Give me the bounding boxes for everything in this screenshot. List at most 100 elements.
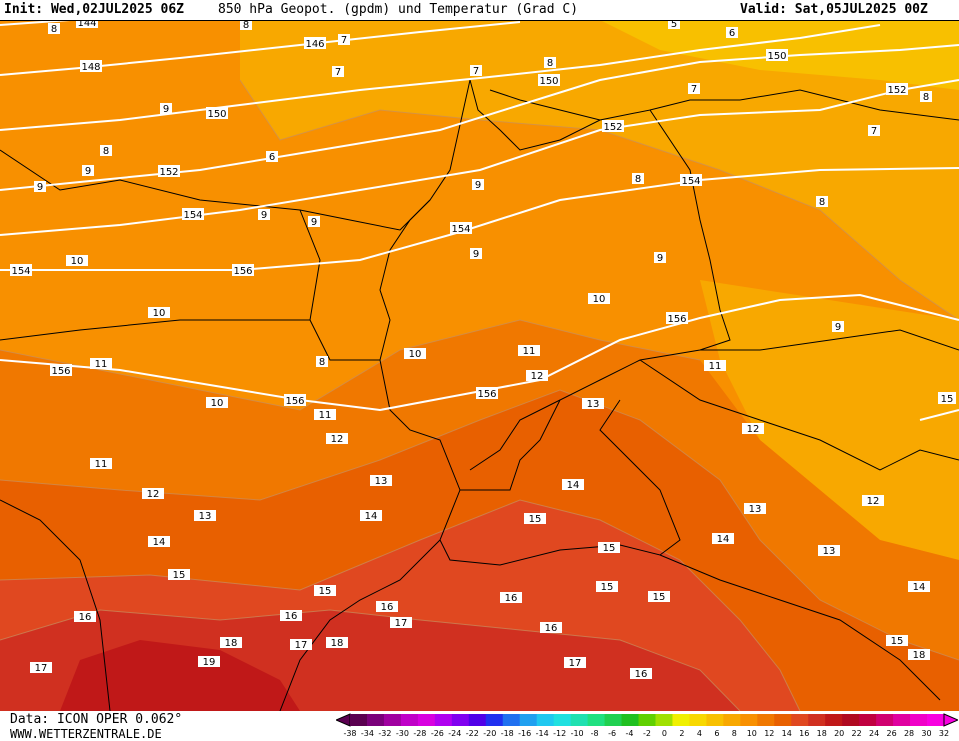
scale-swatch	[468, 714, 487, 726]
scale-swatch	[859, 714, 877, 726]
temp-label-text: 7	[335, 67, 341, 78]
temp-label: 12	[742, 423, 764, 435]
scale-swatch	[893, 714, 911, 726]
scale-tick-label: 4	[697, 729, 702, 738]
scale-swatch	[536, 714, 555, 726]
temp-label: 15	[524, 513, 546, 525]
temp-label: 11	[704, 360, 726, 372]
temp-label-text: 9	[85, 166, 91, 177]
geopot-label-text: 15	[941, 394, 954, 405]
scale-tick-label: -14	[536, 729, 549, 738]
temp-label-text: 19	[203, 657, 216, 668]
scale-swatch	[638, 714, 656, 726]
scale-swatch	[842, 714, 860, 726]
scale-swatch	[910, 714, 928, 726]
temp-label-text: 8	[923, 92, 929, 103]
temp-label-text: 9	[657, 253, 663, 264]
geopot-label-text: 148	[81, 62, 100, 73]
temp-label: 7	[470, 65, 482, 77]
scale-tick-label: -2	[643, 729, 651, 738]
temp-label: 10	[66, 255, 88, 267]
temp-label-text: 15	[603, 543, 616, 554]
temp-label: 16	[280, 610, 302, 622]
temp-label: 19	[198, 656, 220, 668]
temp-label: 6	[266, 151, 278, 163]
geopot-label-text: 152	[159, 167, 178, 178]
temp-label-text: 18	[331, 638, 344, 649]
geopot-label-text: 154	[451, 224, 470, 235]
scale-swatch	[723, 714, 741, 726]
temp-label: 9	[470, 248, 482, 260]
scale-swatch	[876, 714, 894, 726]
scale-swatch	[485, 714, 504, 726]
temp-label-text: 14	[153, 537, 166, 548]
temp-label: 16	[500, 592, 522, 604]
temp-label: 7	[688, 83, 700, 95]
geopot-label: 156	[50, 364, 72, 377]
temp-label-text: 10	[409, 349, 422, 360]
scale-swatch	[519, 714, 538, 726]
temp-label-text: 18	[225, 638, 238, 649]
geopot-label-text: 152	[887, 85, 906, 96]
scale-tick-label: 8	[732, 729, 737, 738]
geopot-label: 148	[80, 60, 102, 73]
temp-label-text: 11	[319, 410, 332, 421]
temp-label-text: 8	[547, 58, 553, 69]
temp-label: 8	[100, 145, 112, 157]
scale-tick-label: 16	[799, 729, 809, 738]
temp-label: 15	[596, 581, 618, 593]
temp-label-text: 9	[163, 104, 169, 115]
scale-swatch	[383, 714, 402, 726]
temp-label: 9	[160, 103, 172, 115]
temp-label-text: 7	[473, 66, 479, 77]
geopot-label-text: 156	[477, 389, 496, 400]
scale-tick-label: -32	[378, 729, 391, 738]
scale-arrow-right	[943, 713, 958, 727]
scale-swatch	[366, 714, 385, 726]
temp-label-text: 8	[819, 197, 825, 208]
scale-arrow-left	[336, 713, 351, 727]
temp-label-text: 13	[823, 546, 836, 557]
temp-label-text: 8	[103, 146, 109, 157]
scale-tick-label: -30	[396, 729, 409, 738]
temp-label-text: 7	[691, 84, 697, 95]
temp-label-text: 16	[635, 669, 648, 680]
temp-label-text: 8	[635, 174, 641, 185]
temp-label-text: 9	[835, 322, 841, 333]
temp-label: 10	[588, 293, 610, 305]
temp-label: 15	[648, 591, 670, 603]
scale-tick-label: -16	[518, 729, 531, 738]
weather-map: 144 146 148 150 152 154 156 150 152 154 …	[0, 20, 959, 711]
geopot-label: 154	[680, 174, 702, 187]
temp-label: 8	[48, 23, 60, 35]
temp-label-text: 11	[709, 361, 722, 372]
temp-label-text: 15	[891, 636, 904, 647]
temp-label-text: 9	[473, 249, 479, 260]
temp-label: 8	[240, 20, 252, 31]
geopot-label: 15	[938, 392, 956, 405]
temp-label: 14	[908, 581, 930, 593]
temp-label-text: 14	[567, 480, 580, 491]
temp-label: 7	[332, 66, 344, 78]
temp-label: 13	[744, 503, 766, 515]
temp-label-text: 16	[285, 611, 298, 622]
temp-label-text: 17	[295, 640, 308, 651]
geopot-label: 150	[766, 49, 788, 62]
temp-label-text: 5	[671, 20, 677, 30]
temp-band-7	[240, 20, 959, 320]
scale-swatch	[757, 714, 775, 726]
scale-tick-label: 24	[869, 729, 879, 738]
temp-label: 9	[832, 321, 844, 333]
scale-swatch	[434, 714, 453, 726]
scale-tick-label: 32	[939, 729, 949, 738]
temp-label: 17	[564, 657, 586, 669]
temp-label-text: 9	[261, 210, 267, 221]
temp-label-text: 13	[587, 399, 600, 410]
scale-tick-label: 0	[662, 729, 667, 738]
temp-label: 18	[220, 637, 242, 649]
geopot-label-text: 156	[233, 266, 252, 277]
temp-label: 11	[314, 409, 336, 421]
temp-label-text: 8	[51, 24, 57, 35]
temp-label: 15	[168, 569, 190, 581]
geopot-label: 154	[182, 208, 204, 221]
